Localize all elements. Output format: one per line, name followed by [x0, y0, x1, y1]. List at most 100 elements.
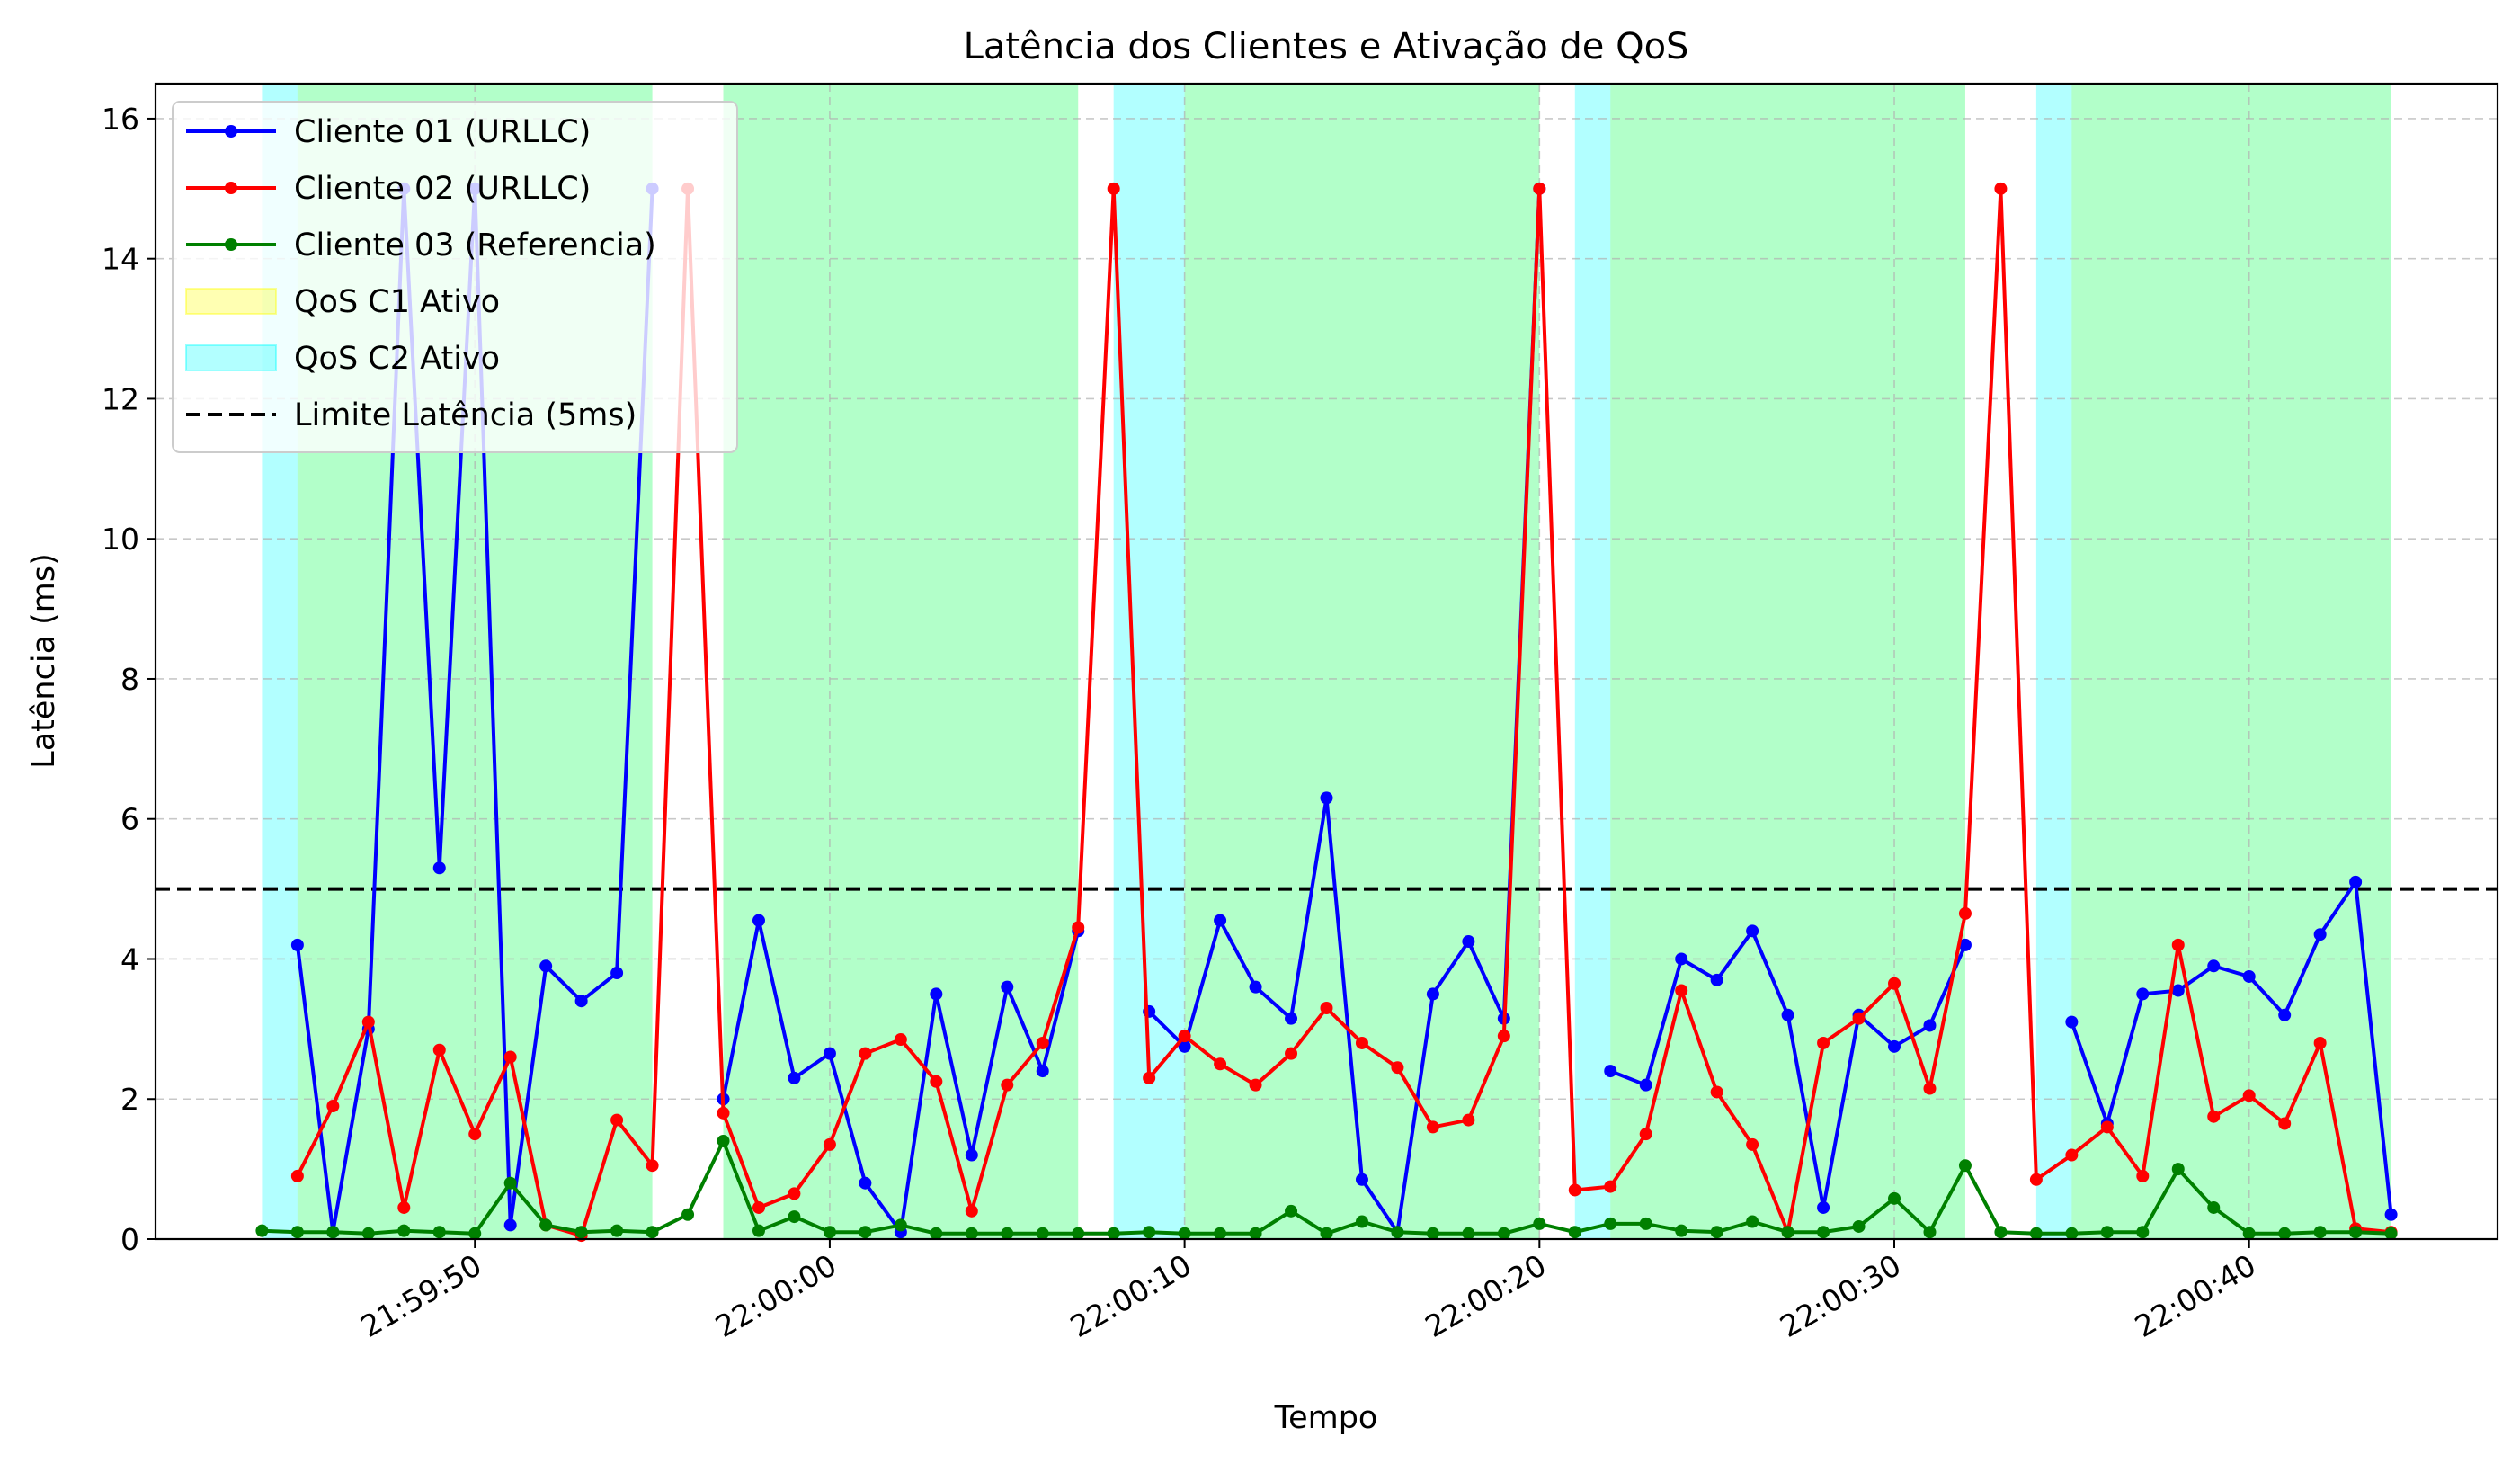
data-point: [1214, 1227, 1227, 1240]
data-point: [1852, 1219, 1866, 1233]
legend: Cliente 01 (URLLC) Cliente 02 (URLLC) Clie…: [172, 101, 738, 453]
data-point: [2171, 984, 2185, 997]
data-point: [788, 1210, 801, 1224]
y-tick-label: 12: [102, 381, 139, 416]
data-point: [2171, 938, 2185, 951]
data-point: [1391, 1226, 1404, 1239]
data-point: [2278, 1227, 2292, 1240]
series-line: [296, 186, 2391, 1238]
data-point: [1426, 1227, 1439, 1240]
data-point: [503, 1050, 517, 1064]
legend-label: QoS C2 Ativo: [294, 341, 500, 377]
data-point: [1817, 1036, 1830, 1049]
data-point: [1107, 1227, 1120, 1240]
data-point: [1533, 182, 1546, 195]
data-point: [1710, 973, 1723, 986]
data-point: [1533, 1217, 1546, 1230]
data-point: [1746, 1137, 1759, 1151]
data-point: [2029, 1227, 2043, 1240]
y-tick-label: 10: [102, 522, 139, 557]
data-point: [788, 1187, 801, 1200]
data-point: [965, 1227, 978, 1240]
data-point: [1143, 1226, 1156, 1239]
data-point: [752, 914, 765, 927]
data-point: [1178, 1227, 1191, 1240]
data-point: [610, 967, 624, 980]
data-point: [326, 1100, 340, 1113]
data-point: [1817, 1226, 1830, 1239]
data-point: [1710, 1085, 1723, 1099]
data-point: [823, 1137, 836, 1151]
data-point: [930, 1075, 943, 1088]
data-point: [788, 1071, 801, 1084]
data-point: [2313, 1226, 2327, 1239]
data-point: [1888, 1039, 1901, 1053]
series-1: [290, 182, 2398, 1239]
data-point: [1320, 791, 1333, 805]
data-point: [1746, 1215, 1759, 1228]
y-tick-label: 4: [120, 941, 139, 977]
data-point: [1462, 935, 1475, 949]
data-point: [1923, 1019, 1937, 1032]
plot-frame: [154, 82, 2499, 1241]
data-point: [1391, 1061, 1404, 1075]
data-point: [1426, 1120, 1439, 1134]
data-point: [1817, 1200, 1830, 1214]
qos-region-2: [1574, 84, 1965, 1239]
data-point: [1249, 1227, 1262, 1240]
data-point: [859, 1176, 872, 1190]
data-point: [930, 987, 943, 1001]
data-point: [1426, 987, 1439, 1001]
data-point: [752, 1200, 765, 1214]
data-point: [1639, 1217, 1652, 1230]
data-point: [574, 1226, 588, 1239]
data-point: [1320, 1227, 1333, 1240]
data-point: [646, 1226, 659, 1239]
data-point: [1639, 1128, 1652, 1141]
data-point: [361, 1015, 375, 1029]
data-point: [574, 995, 588, 1008]
y-tick-label: 2: [120, 1082, 139, 1117]
data-point: [2313, 928, 2327, 941]
data-point: [1178, 1039, 1191, 1053]
data-point: [610, 1224, 624, 1237]
y-tick-label: 6: [120, 802, 139, 837]
data-point: [361, 1227, 375, 1240]
series-line: [1147, 188, 1542, 1235]
data-point: [1497, 1227, 1510, 1240]
y-tick-label: 0: [120, 1222, 139, 1257]
data-point: [2349, 1226, 2363, 1239]
data-point: [1072, 921, 1085, 934]
data-point: [1285, 1012, 1298, 1025]
data-point: [1072, 1227, 1085, 1240]
data-point: [930, 1227, 943, 1240]
legend-marker-2: [225, 182, 237, 194]
data-point: [1639, 1078, 1652, 1092]
data-point: [1249, 980, 1262, 994]
qos-region-2: [723, 84, 1079, 1239]
data-point: [1001, 980, 1014, 994]
data-point: [894, 1218, 907, 1232]
legend-label: Limite Latência (5ms): [294, 397, 637, 433]
data-point: [1355, 1036, 1368, 1049]
data-point: [1604, 1180, 1617, 1193]
data-point: [290, 938, 304, 951]
data-point: [1036, 1036, 1049, 1049]
data-point: [397, 1224, 411, 1237]
x-axis-label: Tempo: [1274, 1400, 1378, 1436]
data-point: [326, 1226, 340, 1239]
data-point: [2207, 959, 2221, 973]
data-point: [859, 1047, 872, 1060]
data-point: [1355, 1173, 1368, 1186]
legend-box: [172, 101, 738, 453]
data-point: [539, 959, 553, 973]
data-point: [1604, 1217, 1617, 1230]
data-point: [1781, 1008, 1794, 1021]
data-point: [2278, 1008, 2292, 1021]
data-point: [2313, 1036, 2327, 1049]
data-point: [2100, 1120, 2114, 1134]
data-point: [2207, 1110, 2221, 1123]
data-point: [503, 1176, 517, 1190]
data-point: [1710, 1226, 1723, 1239]
